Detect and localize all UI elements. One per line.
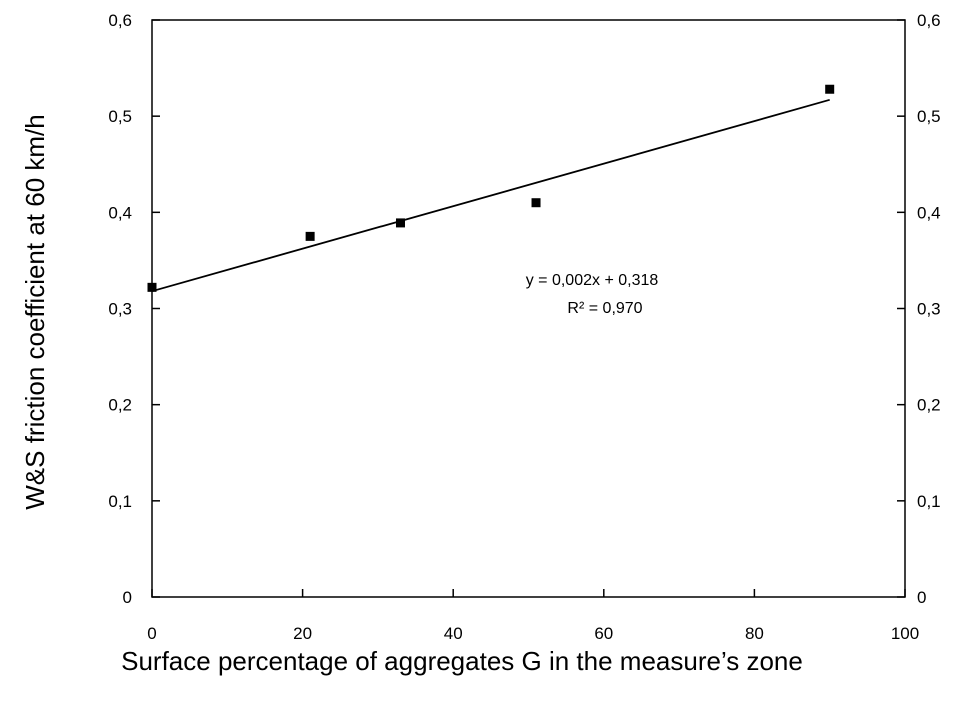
y2-tick-label: 0,3 (917, 300, 941, 319)
y-tick-label: 0,4 (108, 203, 132, 222)
trendline-equation: y = 0,002x + 0,318 (526, 272, 659, 289)
trendline-r2: R² = 0,970 (567, 300, 642, 317)
trendline (151, 98, 830, 293)
y2-axis-ticks: 0 0,1 0,2 0,3 0,4 0,5 0,6 (897, 11, 941, 607)
x-axis-title: Surface percentage of aggregates G in th… (121, 646, 803, 676)
x-tick-label: 0 (147, 624, 156, 643)
data-point (147, 282, 157, 292)
x-tick-label: 100 (891, 624, 919, 643)
x-axis-ticks: 0 20 40 60 80 100 (147, 589, 919, 643)
y-tick-label: 0,5 (108, 107, 132, 126)
y-tick-label: 0,6 (108, 11, 132, 30)
y-tick-label: 0,2 (108, 396, 132, 415)
data-point (395, 218, 405, 228)
y2-tick-label: 0,5 (917, 107, 941, 126)
y-tick-label: 0 (123, 588, 132, 607)
x-tick-label: 80 (745, 624, 764, 643)
data-point (825, 84, 835, 94)
y-axis-title: W&S friction coefficient at 60 km/h (20, 114, 50, 509)
y-axis-ticks: 0 0,1 0,2 0,3 0,4 0,5 0,6 (108, 11, 160, 607)
x-tick-label: 40 (444, 624, 463, 643)
y-tick-label: 0,1 (108, 492, 132, 511)
x-tick-label: 60 (594, 624, 613, 643)
y2-tick-label: 0,1 (917, 492, 941, 511)
trendline-group (151, 98, 830, 293)
y-tick-label: 0,3 (108, 300, 132, 319)
data-point (305, 231, 315, 241)
y2-tick-label: 0,4 (917, 203, 941, 222)
data-points (147, 84, 835, 292)
plot-area (151, 19, 906, 598)
data-point (531, 198, 541, 208)
x-tick-label: 20 (293, 624, 312, 643)
y2-tick-label: 0,6 (917, 11, 941, 30)
y2-tick-label: 0,2 (917, 396, 941, 415)
y2-tick-label: 0 (917, 588, 926, 607)
